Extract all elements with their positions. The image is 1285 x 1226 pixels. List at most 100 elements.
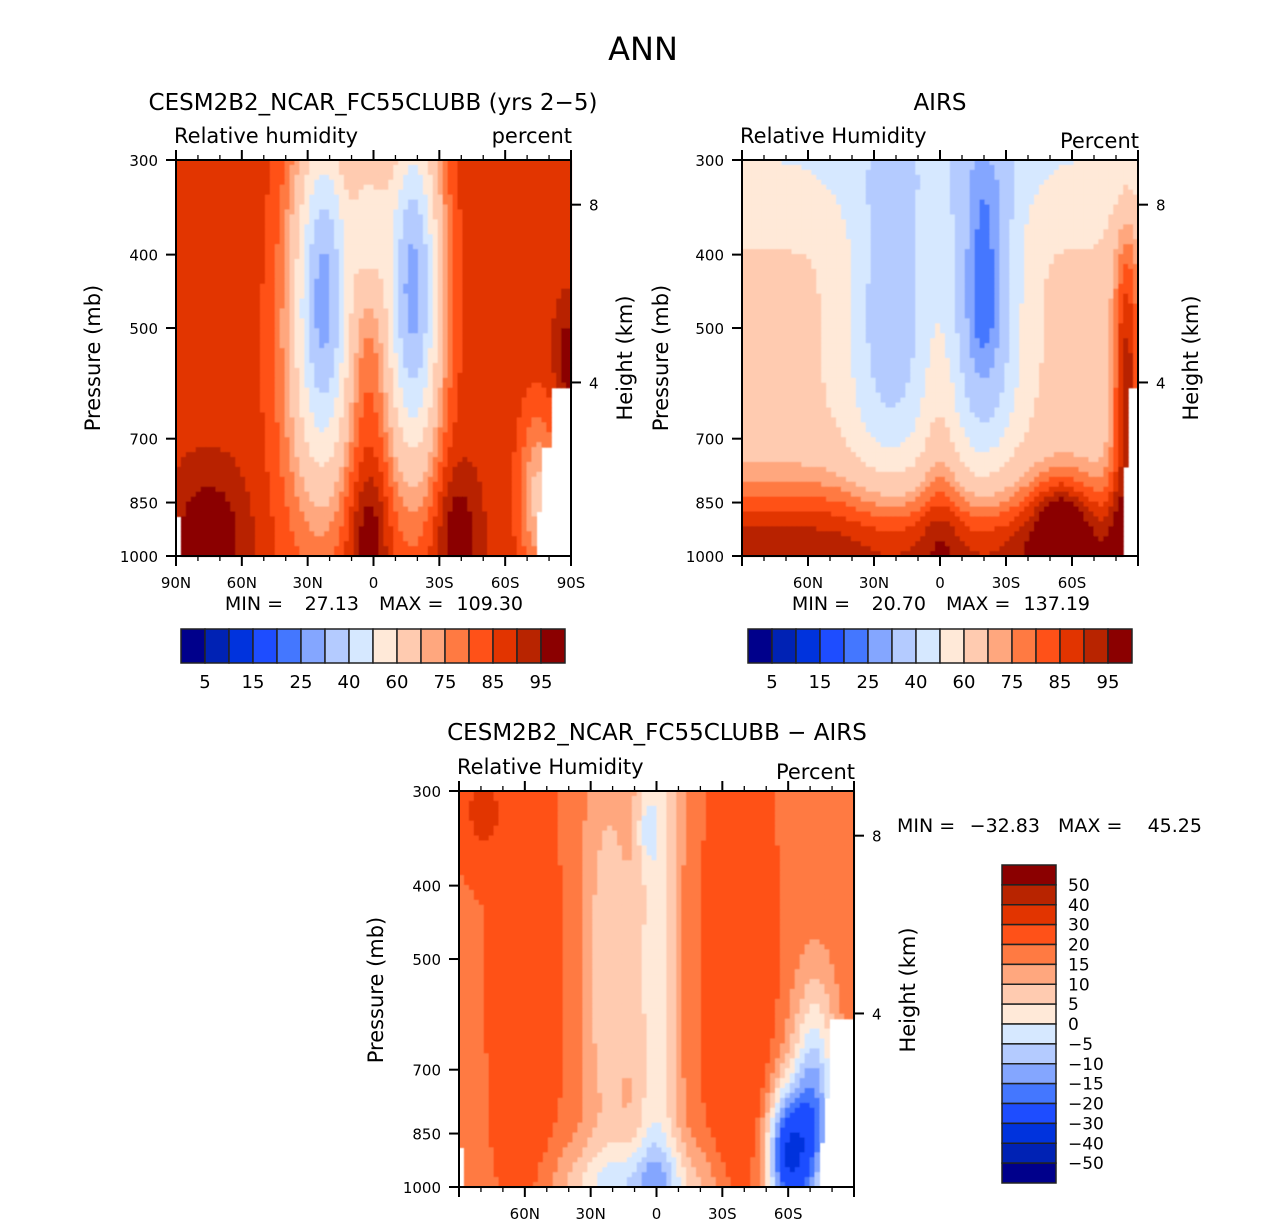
contour-cell [472,338,478,344]
contour-cell [230,412,236,418]
contour-cell [566,204,572,211]
contour-cell [482,239,488,245]
contour-cell [447,323,454,329]
contour-cell [492,466,498,473]
contour-cell [269,239,276,245]
contour-cell [363,402,370,409]
contour-cell [551,308,557,315]
contour-cell [477,353,483,359]
contour-cell [200,160,207,166]
contour-cell [482,427,488,433]
contour-cell [492,432,498,438]
contour-cell [447,268,454,275]
contour-cell [259,427,266,433]
contour-cell [457,457,463,463]
contour-cell [324,338,330,344]
contour-cell [487,447,493,453]
contour-cell [556,209,562,216]
contour-cell [388,377,394,384]
contour-cell [259,308,266,315]
contour-cell [427,367,434,374]
contour-cell [259,417,266,423]
contour-cell [482,169,488,176]
contour-cell [521,209,528,216]
contour-cell [521,229,528,235]
contour-cell [492,452,498,458]
contour-cell [195,254,202,260]
contour-cell [417,189,424,196]
contour-cell [472,303,478,310]
contour-cell [210,338,217,344]
contour-cell [190,353,197,359]
contour-cell [413,447,419,453]
contour-cell [274,353,281,359]
contour-cell [477,397,483,404]
contour-cell [324,209,330,216]
contour-cell [541,318,547,324]
contour-cell [477,204,483,211]
contour-cell [245,452,251,458]
contour-cell [457,209,463,216]
contour-cell [541,234,547,240]
contour-cell [477,457,483,463]
contour-cell [516,328,523,334]
contour-cell [195,387,202,394]
contour-cell [289,204,296,211]
contour-cell [526,263,533,270]
contour-cell [264,343,271,349]
contour-cell [245,417,251,423]
contour-cell [299,169,305,176]
contour-cell [487,313,493,319]
contour-cell [338,239,345,245]
contour-cell [432,353,439,359]
contour-cell [255,268,261,275]
contour-cell [180,417,187,423]
contour-cell [442,412,449,418]
contour-cell [353,432,360,438]
contour-cell [393,234,399,240]
contour-cell [487,249,493,255]
contour-cell [338,338,345,344]
contour-cell [353,224,360,230]
contour-cell [556,179,562,186]
contour-cell [250,367,256,374]
contour-cell [190,219,197,225]
contour-cell [343,387,350,394]
contour-cell [437,447,444,453]
contour-cell [477,219,483,225]
contour-cell [230,358,236,364]
contour-cell [255,278,261,285]
contour-cell [294,392,301,399]
contour-cell [358,219,365,225]
contour-cell [403,427,409,433]
contour-cell [536,318,542,324]
contour-cell [343,204,350,211]
contour-cell [432,283,439,290]
contour-cell [561,338,567,344]
contour-cell [225,457,231,463]
contour-cell [309,427,315,433]
contour-cell [566,273,572,280]
contour-cell [324,288,330,295]
contour-cell [284,263,291,270]
contour-cell [324,452,330,458]
contour-cell [215,422,222,428]
contour-cell [393,263,399,270]
contour-cell [541,278,547,285]
contour-cell [230,387,236,394]
contour-cell [240,338,246,344]
contour-cell [511,254,518,260]
contour-cell [492,160,498,166]
contour-cell [492,447,498,453]
contour-cell [477,209,483,216]
contour-cell [225,407,231,414]
contour-cell [235,328,241,334]
contour-cell [269,461,276,468]
contour-cell [437,204,444,211]
contour-cell [393,219,399,225]
contour-cell [492,348,498,354]
contour-cell [566,244,572,250]
contour-cell [215,288,222,295]
contour-cell [334,199,340,206]
contour-cell [506,189,513,196]
